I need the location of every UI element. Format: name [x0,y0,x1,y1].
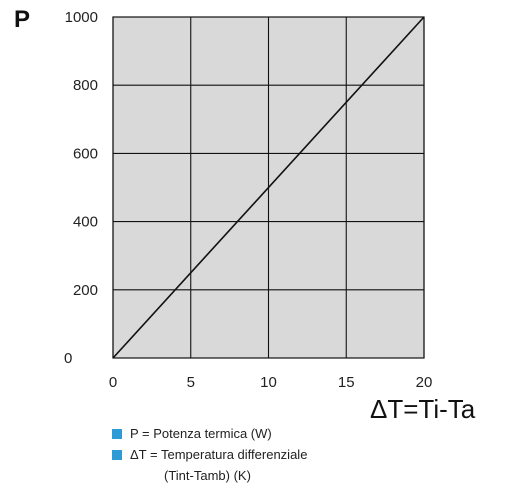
grid [112,16,425,359]
legend-label: P = Potenza termica (W) [130,426,272,441]
y-tick-label: 200 [73,282,98,299]
y-axis-label: P [14,6,31,33]
x-axis-ticks: 0 5 10 15 20 [109,374,433,391]
y-tick-label: 400 [73,214,98,231]
y-axis-ticks: 0 200 400 600 800 1000 [64,9,98,367]
series-group [112,16,425,359]
legend-swatch [112,428,122,439]
x-tick-label: 20 [416,374,433,391]
legend-label-continuation: (Tint-Tamb) (K) [164,468,251,483]
x-tick-label: 15 [338,374,355,391]
x-tick-label: 5 [187,374,195,391]
y-tick-label: 800 [73,77,98,94]
legend-item: ΔT = Temperatura differenziale [112,444,307,465]
y-tick-label: 1000 [65,9,98,26]
legend: P = Potenza termica (W) ΔT = Temperatura… [112,423,307,486]
x-axis-label: ΔT=Ti-Ta [370,394,476,424]
x-tick-label: 10 [260,374,277,391]
x-tick-label: 0 [109,374,117,391]
legend-swatch [112,449,122,460]
y-tick-label: 600 [73,145,98,162]
legend-label: ΔT = Temperatura differenziale [130,447,308,462]
y-tick-label: 0 [64,350,72,367]
series-line [112,16,425,359]
legend-item: P = Potenza termica (W) [112,423,307,444]
